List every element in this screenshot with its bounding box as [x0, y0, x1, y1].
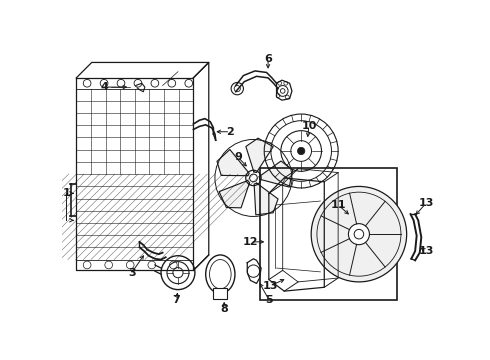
Bar	[260, 168, 397, 300]
Text: 9: 9	[234, 152, 242, 162]
Text: 10: 10	[301, 121, 317, 131]
Polygon shape	[217, 149, 249, 176]
Text: 4: 4	[101, 82, 109, 92]
Circle shape	[311, 186, 407, 282]
Polygon shape	[246, 138, 273, 172]
Text: 12: 12	[243, 237, 258, 247]
Text: 13: 13	[418, 246, 434, 256]
Text: 1: 1	[62, 188, 70, 198]
Text: 2: 2	[226, 127, 234, 137]
Text: 5: 5	[265, 294, 272, 305]
Circle shape	[348, 224, 369, 245]
Text: 6: 6	[264, 54, 272, 64]
Text: 7: 7	[172, 295, 180, 305]
Circle shape	[297, 147, 305, 155]
Polygon shape	[259, 161, 293, 187]
Polygon shape	[219, 180, 249, 208]
Circle shape	[354, 229, 364, 239]
Polygon shape	[254, 183, 278, 215]
Circle shape	[249, 174, 257, 182]
Text: 13: 13	[263, 281, 278, 291]
Text: 13: 13	[418, 198, 434, 208]
Text: 11: 11	[330, 200, 346, 210]
Text: 3: 3	[128, 267, 136, 278]
Bar	[214, 288, 227, 299]
Circle shape	[246, 170, 261, 186]
Text: 8: 8	[220, 304, 228, 314]
